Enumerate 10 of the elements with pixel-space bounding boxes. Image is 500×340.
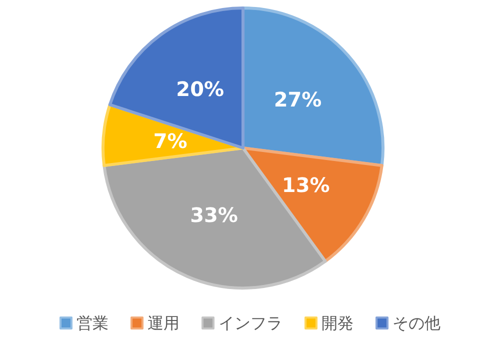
data-label: 20% — [176, 76, 224, 101]
legend-label: インフラ — [218, 314, 282, 332]
data-label: 27% — [274, 88, 322, 112]
legend-label: 運用 — [148, 314, 180, 332]
legend-label: その他 — [392, 314, 440, 332]
legend-label: 開発 — [322, 314, 354, 332]
legend-label: 営業 — [76, 314, 108, 332]
data-label: 7% — [153, 129, 188, 154]
data-label: 33% — [190, 202, 238, 227]
data-label: 13% — [282, 173, 330, 198]
